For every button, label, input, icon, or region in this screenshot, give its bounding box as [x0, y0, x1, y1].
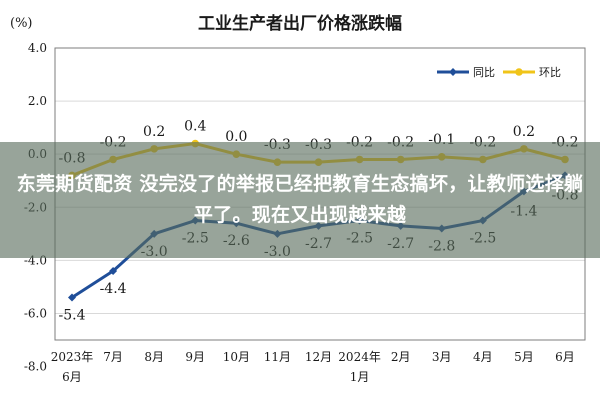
x-axis-ticks: 2023年 6月 7月 8月 9月 10月 11月 12月 2024年 1月 2月 3月 4月 5月 6月 [51, 350, 575, 384]
x-tick-label: 7月 [103, 350, 123, 364]
x-tick-label: 2024年 1月 [338, 350, 381, 384]
legend-marker [449, 68, 457, 76]
y-axis-unit: (%) [10, 16, 33, 31]
y-tick-label: 2.0 [28, 94, 47, 108]
data-label: 0.4 [184, 119, 206, 135]
data-label: -5.4 [59, 308, 86, 324]
x-tick-label: 9月 [185, 350, 205, 364]
x-tick-label: 6月 [555, 350, 575, 364]
x-tick-label: 2月 [391, 350, 411, 364]
data-label: 0.2 [143, 124, 165, 140]
x-tick-label: 2023年 6月 [51, 350, 94, 384]
caption-text: 东莞期货配资 没完没了的举报已经把教育生态搞坏，让教师选择躺平了。现在又出现越来… [16, 173, 584, 226]
legend-label: 环比 [539, 66, 561, 79]
legend-item: 同比 [437, 66, 495, 79]
x-tick-label: 12月 [305, 350, 332, 364]
caption-overlay: 东莞期货配资 没完没了的举报已经把教育生态搞坏，让教师选择躺平了。现在又出现越来… [0, 142, 600, 258]
x-tick-label: 10月 [223, 350, 250, 364]
data-label: 0.0 [225, 129, 247, 145]
data-point [109, 266, 118, 275]
chart-title: 工业生产者出厂价格涨跌幅 [198, 13, 402, 34]
x-tick-label: 8月 [144, 350, 164, 364]
legend-label: 同比 [473, 66, 495, 79]
data-label: 0.2 [513, 124, 535, 140]
legend-marker [515, 68, 523, 76]
x-tick-label: 5月 [514, 350, 534, 364]
y-tick-label: -8.0 [24, 360, 47, 374]
data-point [68, 293, 76, 302]
data-label: -4.4 [100, 281, 127, 297]
x-tick-label: 11月 [264, 350, 291, 364]
y-tick-label: 4.0 [28, 41, 47, 55]
legend: 同比 环比 [437, 66, 561, 79]
x-tick-label: 4月 [473, 350, 493, 364]
legend-item: 环比 [503, 66, 561, 79]
x-tick-label: 3月 [432, 350, 452, 364]
y-tick-label: -6.0 [24, 306, 47, 320]
